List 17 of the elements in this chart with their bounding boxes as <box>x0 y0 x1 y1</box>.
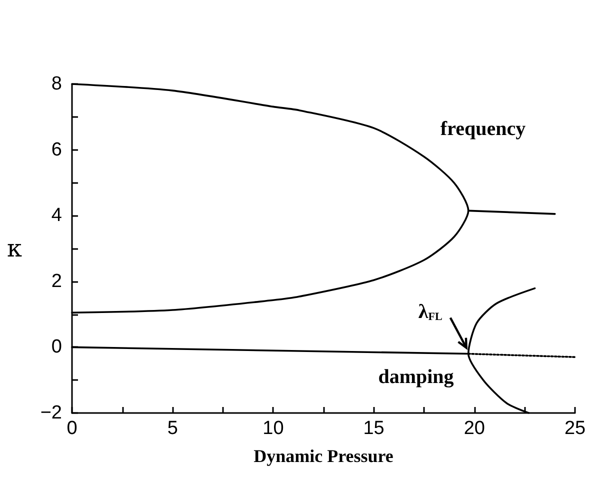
x-tick-label: 0 <box>66 418 78 439</box>
x-tick-label: 25 <box>564 418 586 439</box>
annotation: damping <box>378 366 454 388</box>
y-tick-label: 8 <box>51 74 62 94</box>
x-axis-title: Dynamic Pressure <box>254 446 394 466</box>
x-tick-label: 10 <box>262 418 284 439</box>
y-tick-label: 6 <box>51 139 62 160</box>
y-tick-label: 0 <box>51 336 62 358</box>
x-tick-label: 5 <box>167 418 178 439</box>
y-tick-label: −2 <box>40 402 62 424</box>
x-tick-label: 15 <box>363 418 384 439</box>
annotation: frequency <box>440 118 526 140</box>
annotation: λFL <box>418 300 442 323</box>
y-tick-label: 4 <box>51 205 62 226</box>
y-axis-title: κ <box>7 234 22 262</box>
x-tick-label: 20 <box>464 418 485 439</box>
y-tick-label: 2 <box>51 270 62 292</box>
